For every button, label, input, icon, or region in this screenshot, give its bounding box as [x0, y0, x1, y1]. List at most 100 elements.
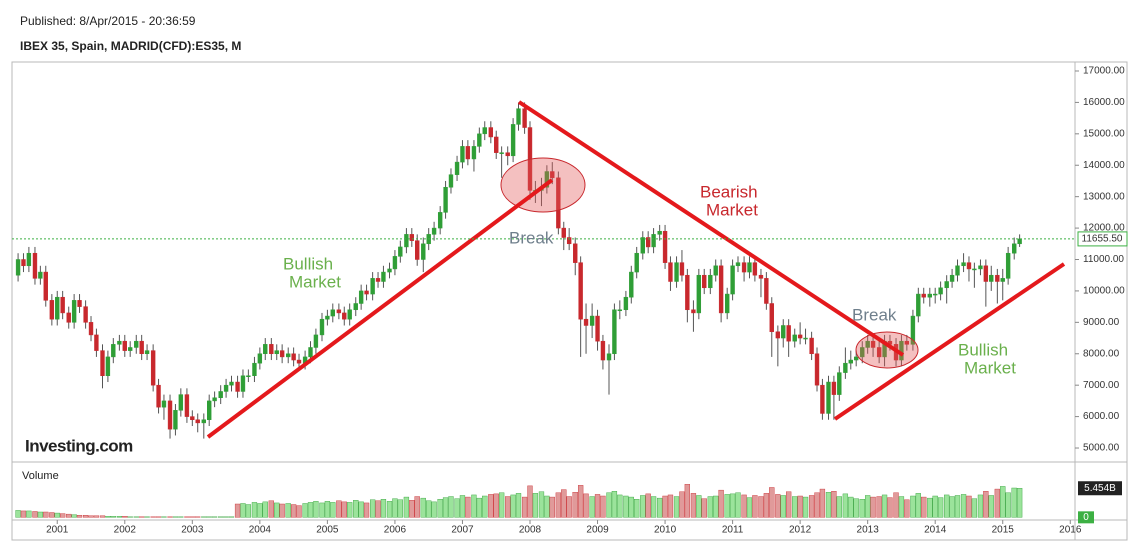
candle-body	[966, 262, 972, 270]
candle-body	[494, 136, 499, 153]
volume-bar	[251, 502, 258, 518]
candle-body	[218, 391, 223, 398]
candle-body	[713, 265, 718, 276]
volume-bar	[110, 516, 116, 518]
volume-bar	[358, 501, 364, 518]
candle-body	[150, 350, 156, 386]
volume-bar	[650, 496, 657, 518]
volume-bar	[71, 514, 77, 518]
candle-body	[190, 416, 195, 420]
x-tick-label: 2006	[384, 525, 407, 536]
annotation: Bearish	[700, 182, 758, 201]
candle-body	[573, 243, 578, 263]
annotation: Market	[289, 272, 341, 291]
volume-bar	[797, 495, 803, 518]
x-tick-label: 2013	[857, 525, 880, 536]
candle-body	[313, 334, 319, 348]
volume-bar	[583, 493, 589, 518]
candle-body	[465, 146, 471, 160]
volume-bar	[448, 496, 454, 518]
volume-bar	[144, 516, 150, 518]
x-tick-label: 2005	[316, 525, 339, 536]
volume-bar	[206, 516, 212, 518]
volume-bar	[43, 511, 49, 518]
volume-bar	[133, 516, 139, 518]
volume-bar	[403, 496, 410, 518]
y-tick-label: 6000.00	[1083, 411, 1120, 422]
volume-bar	[679, 491, 685, 518]
candle-body	[252, 362, 257, 377]
volume-bar	[482, 495, 488, 518]
candle-body	[640, 237, 645, 254]
x-tick-label: 2009	[586, 525, 609, 536]
volume-bar	[150, 516, 156, 518]
candle-body	[274, 350, 279, 355]
candle-body	[347, 309, 352, 320]
candle-body	[291, 353, 296, 361]
volume-bar	[1016, 488, 1023, 518]
volume-bar	[471, 494, 477, 518]
candle-body	[364, 290, 369, 295]
candle-body	[94, 334, 99, 351]
candle-body	[161, 400, 167, 408]
candle-body	[207, 400, 212, 420]
candle-body	[66, 312, 71, 323]
candle-body	[696, 274, 702, 314]
volume-bar	[887, 497, 893, 518]
candle-body	[229, 381, 234, 386]
candle-body	[88, 322, 94, 336]
candle-body	[409, 234, 415, 241]
volume-bar	[713, 495, 719, 518]
volume-bar	[369, 499, 376, 518]
y-tick-label: 15000.00	[1083, 128, 1125, 139]
volume-bar	[274, 502, 280, 518]
x-tick-label: 2002	[114, 525, 137, 536]
candle-body	[769, 303, 774, 333]
y-tick-label: 16000.00	[1083, 97, 1125, 108]
candle-body	[634, 252, 639, 273]
candle-body	[286, 353, 291, 358]
published: Published: 8/Apr/2015 - 20:36:59	[20, 14, 196, 28]
volume-bar	[88, 515, 94, 518]
candle-body	[1005, 252, 1011, 279]
candle-body	[995, 274, 1000, 282]
trend-line	[833, 262, 1066, 421]
candle-body	[71, 300, 77, 323]
candle-body	[173, 410, 178, 430]
x-tick-label: 2012	[789, 525, 812, 536]
candle-body	[803, 337, 808, 340]
candle-body	[927, 293, 932, 298]
volume-bar	[476, 497, 482, 518]
y-tick-label: 12000.00	[1083, 223, 1125, 234]
candle-body	[544, 171, 550, 188]
volume-bar	[218, 516, 224, 518]
candle-body	[853, 356, 859, 361]
volume-bar	[831, 491, 837, 518]
volume-bar	[640, 495, 646, 518]
volume-bar	[808, 495, 815, 518]
volume-bar	[966, 495, 972, 518]
candle-body	[725, 293, 730, 314]
volume-bar	[493, 493, 499, 518]
candle-body	[657, 230, 662, 235]
candle-body	[499, 152, 504, 154]
volume-bar	[853, 498, 859, 518]
volume-bar	[769, 487, 775, 518]
volume-bar	[544, 495, 550, 518]
candle-body	[111, 344, 116, 358]
last-close-label: 11655.50	[1082, 234, 1123, 245]
candle-body	[246, 375, 251, 378]
candle-body	[566, 237, 572, 245]
annotation: Break	[852, 305, 897, 324]
volume-bar	[577, 485, 584, 518]
candle-body	[296, 359, 302, 364]
volume-bar	[386, 501, 393, 518]
volume-bar	[498, 492, 505, 518]
volume-bar	[60, 513, 66, 518]
volume-bar	[324, 501, 331, 518]
chart-title: IBEX 35, Spain, MADRID(CFD):ES35, M	[20, 39, 241, 53]
volume-bar	[37, 511, 44, 518]
y-tick-label: 10000.00	[1083, 286, 1125, 297]
volume-bar	[167, 516, 173, 518]
volume-bar	[628, 496, 634, 518]
